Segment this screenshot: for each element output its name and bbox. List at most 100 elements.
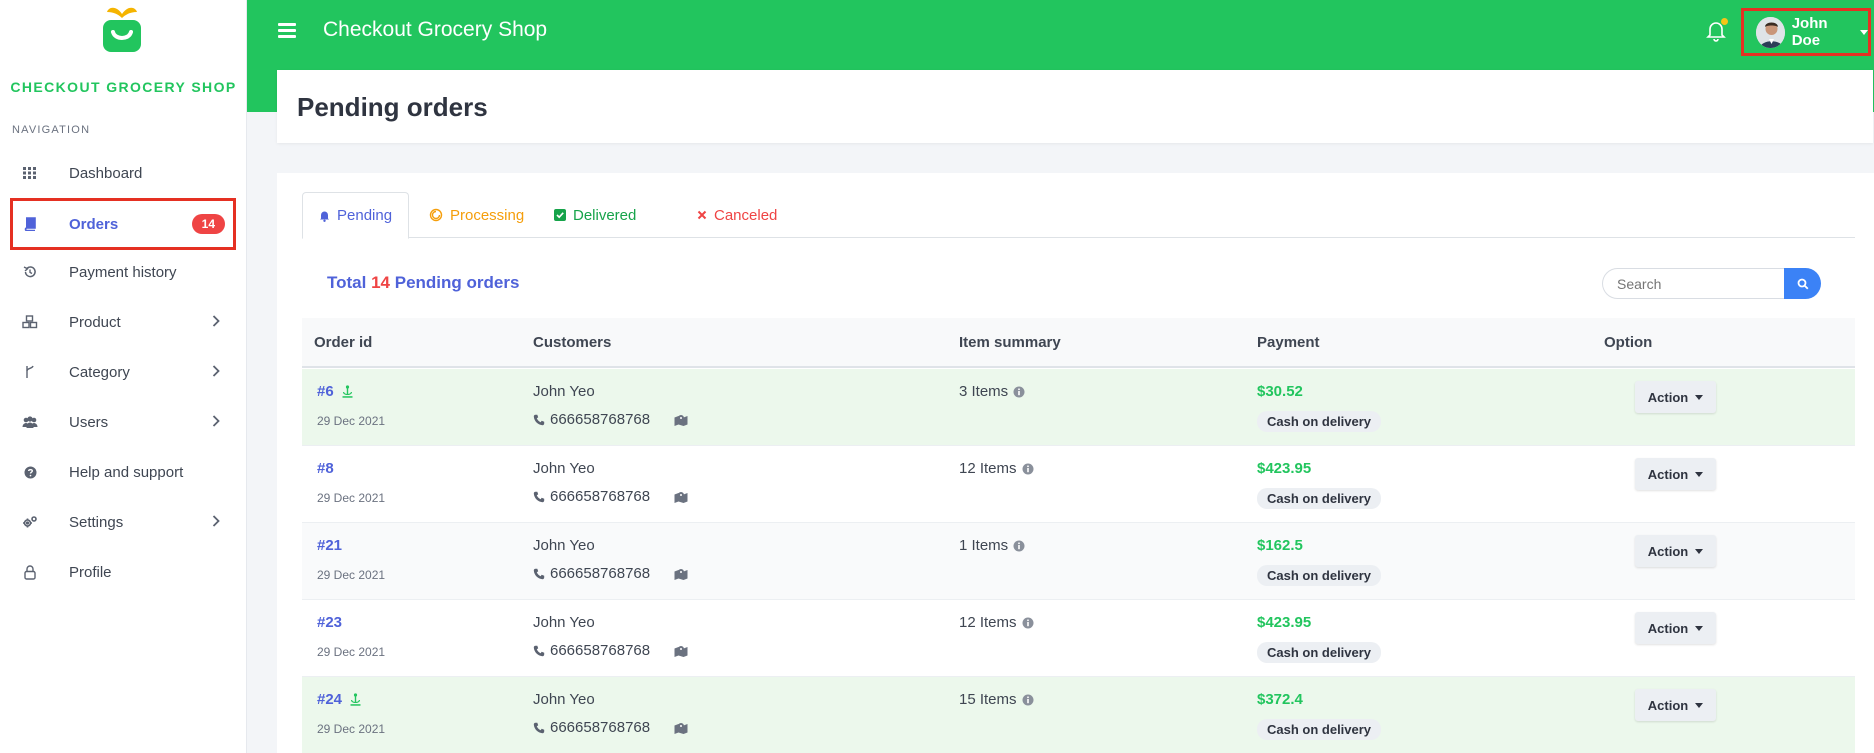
tab-label: Delivered — [573, 206, 637, 224]
summary-count: 14 — [371, 273, 391, 292]
shop-logo-icon[interactable] — [97, 4, 147, 56]
action-dropdown-button[interactable]: Action — [1635, 612, 1716, 644]
order-id: #23 — [317, 614, 343, 631]
column-header: Order id — [314, 334, 373, 351]
customer-phone: 666658768768 — [533, 719, 688, 736]
action-dropdown-button[interactable]: Action — [1635, 535, 1716, 567]
cubes-icon — [20, 315, 40, 329]
order-date: 29 Dec 2021 — [317, 414, 386, 428]
table-row: #21 29 Dec 2021 John Yeo 666658768768 1 Item… — [302, 523, 1855, 600]
sidebar-item-payment-history[interactable]: Payment history — [10, 246, 236, 298]
order-id-link[interactable]: #8 — [317, 460, 334, 477]
chevron-down-icon — [1695, 394, 1704, 400]
user-menu[interactable]: John Doe — [1741, 8, 1871, 56]
action-label: Action — [1647, 389, 1689, 405]
info-icon[interactable] — [1022, 694, 1034, 706]
anchor-icon — [342, 385, 353, 398]
tab-canceled[interactable]: Canceled — [697, 192, 777, 238]
sidebar-item-product[interactable]: Product — [10, 296, 236, 348]
tab-label: Processing — [450, 206, 525, 224]
sidebar-item-label: Category — [69, 363, 130, 381]
info-icon[interactable] — [1022, 463, 1034, 475]
table-header: Order id Customers Item summary Payment … — [302, 318, 1855, 368]
chevron-right-icon — [212, 414, 220, 430]
payment-method-badge: Cash on delivery — [1257, 488, 1382, 509]
search-button[interactable] — [1784, 268, 1821, 299]
order-date: 29 Dec 2021 — [317, 722, 386, 736]
info-icon[interactable] — [1013, 386, 1025, 398]
order-id-link[interactable]: #24 — [317, 691, 361, 708]
fork-icon — [20, 365, 40, 379]
phone-number: 666658768768 — [550, 719, 651, 736]
sidebar-item-orders[interactable]: Orders 14 — [10, 198, 236, 250]
payment-amount: $423.95 — [1257, 614, 1312, 631]
status-tabs: Pending Processing Delivered Canceled — [302, 192, 1855, 239]
chevron-down-icon — [1695, 471, 1704, 477]
item-count: 3 Items — [959, 383, 1009, 400]
order-id-link[interactable]: #21 — [317, 537, 342, 554]
lock-icon — [20, 564, 40, 580]
tab-delivered[interactable]: Delivered — [554, 192, 636, 238]
chevron-down-icon — [1695, 548, 1704, 554]
anchor-icon — [350, 693, 361, 706]
order-id-link[interactable]: #23 — [317, 614, 342, 631]
sidebar-item-dashboard[interactable]: Dashboard — [10, 147, 236, 199]
item-count: 12 Items — [959, 614, 1017, 631]
map-icon[interactable] — [674, 568, 688, 580]
search-input[interactable] — [1602, 268, 1784, 299]
map-icon[interactable] — [674, 414, 688, 426]
map-icon[interactable] — [674, 645, 688, 657]
phone-number: 666658768768 — [550, 642, 651, 659]
tab-pending[interactable]: Pending — [302, 192, 410, 239]
page-title: Pending orders — [297, 92, 488, 122]
sidebar-item-label: Settings — [69, 513, 124, 531]
map-icon[interactable] — [674, 491, 688, 503]
sidebar-item-category[interactable]: Category — [10, 346, 236, 398]
sidebar-item-help-and-support[interactable]: Help and support — [10, 446, 236, 498]
customer-phone: 666658768768 — [533, 411, 688, 428]
order-date: 29 Dec 2021 — [317, 645, 386, 659]
action-dropdown-button[interactable]: Action — [1635, 689, 1716, 721]
payment-amount: $372.4 — [1257, 691, 1303, 708]
item-count: 15 Items — [959, 691, 1017, 708]
chevron-down-icon — [1695, 702, 1704, 708]
info-icon[interactable] — [1022, 617, 1034, 629]
x-icon — [697, 210, 707, 220]
orders-summary: Total 14 Pending orders — [327, 273, 519, 293]
page-header: Pending orders — [277, 70, 1873, 143]
grid-icon — [20, 167, 40, 179]
action-dropdown-button[interactable]: Action — [1635, 381, 1716, 413]
customer-phone: 666658768768 — [533, 565, 688, 582]
sidebar-item-label: Orders — [69, 215, 119, 233]
info-icon[interactable] — [1013, 540, 1025, 552]
phone-number: 666658768768 — [550, 488, 651, 505]
payment-method-badge: Cash on delivery — [1257, 642, 1382, 663]
sidebar-item-label: Payment history — [69, 263, 177, 281]
map-icon[interactable] — [674, 722, 688, 734]
sidebar-item-users[interactable]: Users — [10, 396, 236, 448]
sidebar-item-settings[interactable]: Settings — [10, 496, 236, 548]
customer-phone: 666658768768 — [533, 642, 688, 659]
tab-label: Pending — [337, 207, 393, 224]
avatar — [1756, 16, 1785, 48]
payment-method-badge: Cash on delivery — [1257, 411, 1382, 432]
payment-amount: $423.95 — [1257, 460, 1312, 477]
gears-icon — [20, 515, 40, 529]
app-title: Checkout Grocery Shop — [323, 18, 548, 41]
order-id-link[interactable]: #6 — [317, 383, 353, 400]
order-id: #8 — [317, 460, 334, 477]
menu-toggle-icon[interactable] — [278, 20, 296, 40]
item-count: 12 Items — [959, 460, 1017, 477]
tab-processing[interactable]: Processing — [429, 192, 524, 238]
action-dropdown-button[interactable]: Action — [1635, 458, 1716, 490]
customer-name: John Yeo — [533, 614, 595, 631]
bell-icon[interactable] — [1706, 18, 1728, 42]
item-summary: 15 Items — [959, 691, 1034, 708]
customer-name: John Yeo — [533, 691, 595, 708]
column-header: Item summary — [959, 334, 1061, 351]
table-row: #23 29 Dec 2021 John Yeo 666658768768 12 Ite… — [302, 600, 1855, 677]
sidebar-item-label: Users — [69, 413, 109, 431]
summary-prefix: Total — [327, 273, 367, 292]
phone-icon — [533, 414, 545, 426]
sidebar-item-profile[interactable]: Profile — [10, 546, 236, 598]
